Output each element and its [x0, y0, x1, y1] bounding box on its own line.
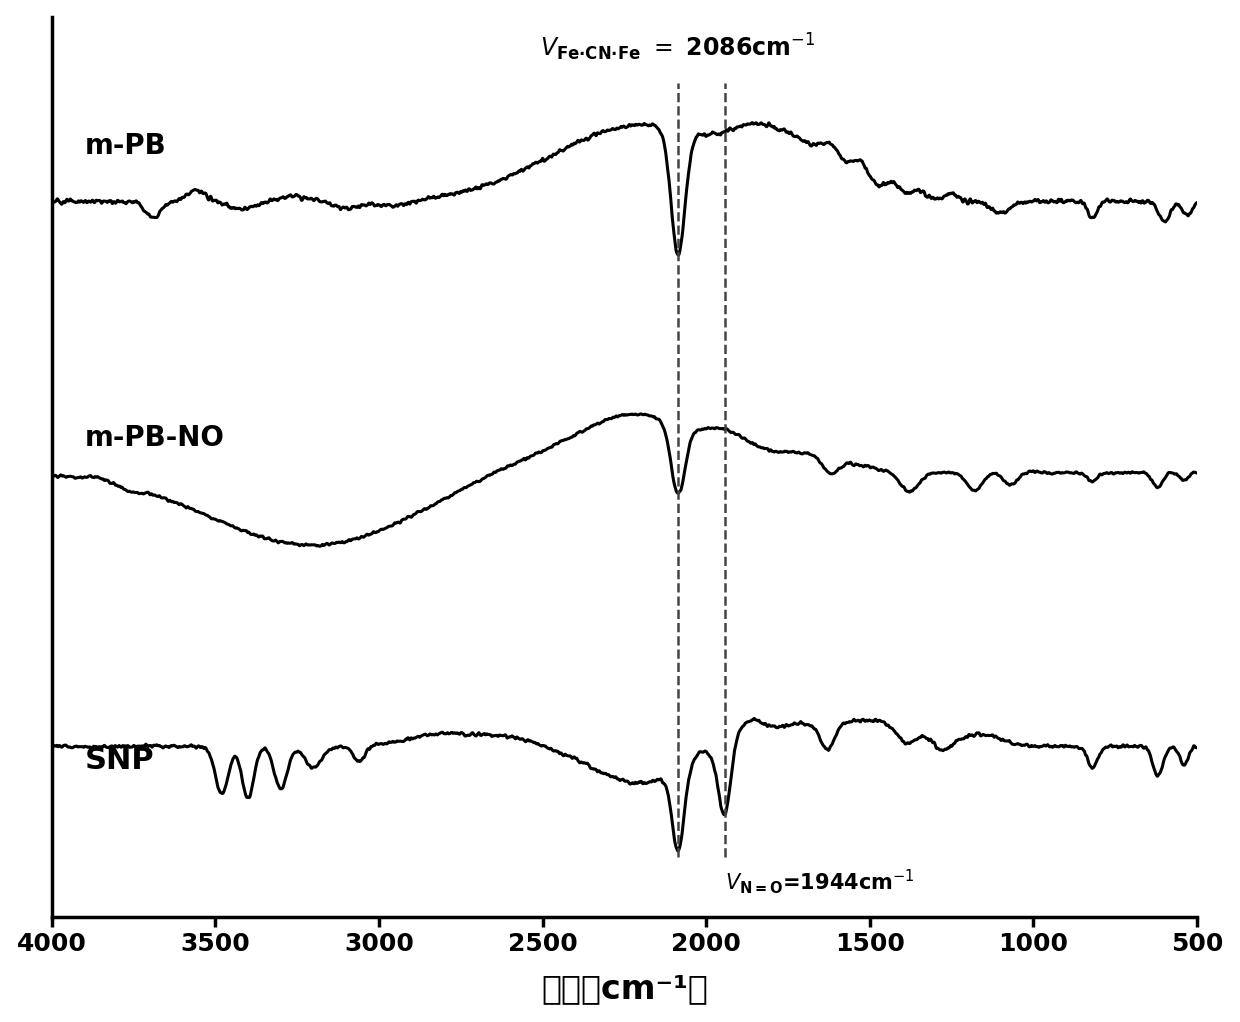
Text: SNP: SNP — [84, 746, 154, 776]
Text: $\mathit{V}_{\mathregular{Fe{\bullet}CN{\bullet}Fe}}$ $=$ 2086cm$^{-1}$: $\mathit{V}_{\mathregular{Fe{\bullet}CN{… — [541, 32, 816, 63]
Text: $\mathit{V}_{\mathregular{N=O}}$=1944cm$^{-1}$: $\mathit{V}_{\mathregular{N=O}}$=1944cm$… — [724, 867, 914, 895]
Text: m-PB-NO: m-PB-NO — [84, 424, 224, 452]
Text: m-PB: m-PB — [84, 133, 166, 160]
X-axis label: 波数（cm⁻¹）: 波数（cm⁻¹） — [541, 972, 708, 1006]
